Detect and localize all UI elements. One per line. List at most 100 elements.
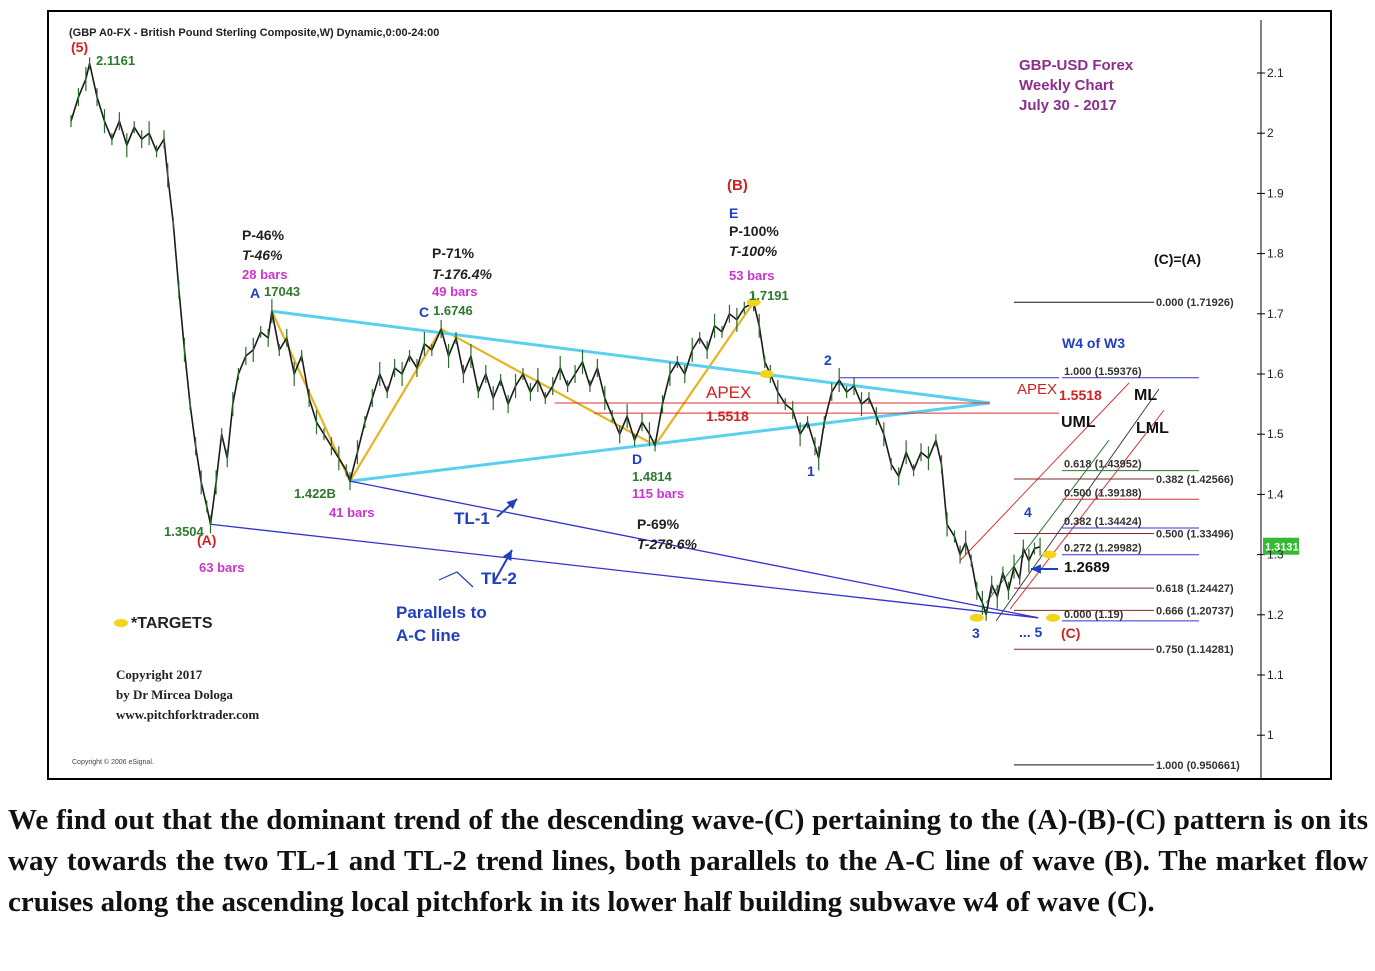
chart-title: GBP-USD Forex: [1019, 57, 1134, 74]
wave-5-sub-label: ... 5: [1019, 624, 1043, 640]
point-c-label: C: [419, 304, 429, 320]
caption-text: We find out that the dominant trend of t…: [8, 804, 1368, 918]
uml-label: UML: [1061, 414, 1096, 431]
fib-right-label: 1.000 (0.950661): [1156, 760, 1240, 772]
point-d-label: D: [632, 451, 642, 467]
parallels-label-2: A-C line: [396, 626, 460, 645]
tl2-label: TL-2: [481, 569, 517, 588]
c-stat-bars: 49 bars: [432, 284, 478, 299]
fib-right-label: 0.000 (1.71926): [1156, 297, 1234, 309]
c-stat-p: P-71%: [432, 245, 475, 261]
point-e-price: 1.7191: [749, 288, 789, 303]
point-b-label: 1.422B: [294, 486, 336, 501]
tl1-arrow-head: [506, 499, 517, 510]
y-tick-label: 1.9: [1267, 186, 1284, 200]
wave-b-label: (B): [727, 177, 748, 194]
y-tick-label: 1.2: [1267, 608, 1284, 622]
esignal-copyright: Copyright © 2006 eSignal.: [72, 758, 154, 766]
apex-right-price: 1.5518: [1059, 387, 1102, 403]
y-tick-label: 1.3: [1267, 548, 1284, 562]
point-d-price: 1.4814: [632, 469, 673, 484]
y-tick-label: 1.7: [1267, 307, 1284, 321]
apex-right-label: APEX: [1017, 381, 1057, 398]
fib-right-label: 0.750 (1.14281): [1156, 644, 1234, 656]
current-price-box: [1263, 537, 1299, 555]
arrow-price: 1.2689: [1064, 559, 1110, 576]
fib-right-label: 0.382 (1.42566): [1156, 474, 1234, 486]
p69-label: P-69%: [637, 516, 680, 532]
fib-right-label: 0.618 (1.24427): [1156, 583, 1234, 595]
e-stat-t: T-100%: [729, 243, 778, 259]
copyright-line: www.pitchforktrader.com: [116, 707, 259, 722]
target-marker: [1046, 613, 1061, 622]
tl1-label: TL-1: [454, 509, 490, 528]
apex-price: 1.5518: [706, 408, 749, 424]
price-arrow-head: [1031, 564, 1041, 574]
wave-5-price: 2.1161: [96, 53, 135, 68]
c-eq-a-label: (C)=(A): [1154, 251, 1201, 267]
line-3: [349, 480, 1039, 619]
point-a-label: A: [250, 285, 260, 301]
point-d-bars: 115 bars: [632, 486, 684, 501]
wave-1-label: 1: [807, 463, 815, 479]
pitchfork-median-line: [995, 388, 1160, 622]
point-b-bars: 41 bars: [329, 505, 375, 520]
target-marker: [759, 370, 774, 378]
target-marker: [969, 613, 984, 622]
a-stat-bars: 28 bars: [242, 267, 288, 282]
wave-4-label: 4: [1024, 504, 1032, 520]
a-stat-p: P-46%: [242, 227, 285, 243]
e-stat-p: P-100%: [729, 223, 779, 239]
point-a-price: 17043: [264, 284, 300, 299]
ml-label: ML: [1134, 387, 1157, 404]
line-4: [210, 523, 1039, 619]
fib-left-label: 0.500 (1.39188): [1064, 487, 1142, 499]
apex-label: APEX: [706, 383, 751, 402]
wave-c-label: (C): [1061, 625, 1080, 641]
wave-a-bars: 63 bars: [199, 560, 245, 575]
lml-label: LML: [1136, 420, 1169, 437]
fib-right-label: 0.666 (1.20737): [1156, 605, 1234, 617]
a-stat-t: T-46%: [242, 247, 283, 263]
chart-title: July 30 - 2017: [1019, 97, 1117, 114]
fib-left-label: 0.000 (1.19): [1064, 609, 1124, 621]
copyright-line: by Dr Mircea Dologa: [116, 687, 233, 702]
price-chart: 1.000 (1.59376) 0.618 (1.43952) 0.500 (1.3…: [69, 20, 1299, 780]
pitchfork-inner-line: [985, 439, 1110, 604]
point-c-price: 1.6746: [433, 303, 473, 318]
wave-3-label: 3: [972, 625, 980, 641]
fib-right-label: 0.500 (1.33496): [1156, 529, 1234, 541]
fib-left-label: 0.382 (1.34424): [1064, 516, 1142, 528]
e-stat-bars: 53 bars: [729, 268, 775, 283]
target-marker: [746, 298, 761, 307]
fib-left-label: 0.618 (1.43952): [1064, 459, 1142, 471]
wave-5-label: (5): [71, 39, 88, 55]
y-tick-label: 1.5: [1267, 427, 1284, 441]
y-tick-label: 2: [1267, 126, 1274, 140]
point-e-label: E: [729, 205, 738, 221]
pitchfork-upper-line: [959, 382, 1130, 561]
chart-header: (GBP A0-FX - British Pound Sterling Comp…: [69, 27, 439, 39]
y-tick-label: 1.6: [1267, 367, 1284, 381]
tl2-arrow-head: [502, 550, 512, 561]
y-tick-label: 2.1: [1267, 66, 1284, 80]
fib-left-label: 1.000 (1.59376): [1064, 366, 1142, 378]
p69-t-label: T-278.6%: [637, 536, 697, 552]
line-1: [271, 309, 991, 405]
fib-left-label: 0.272 (1.29982): [1064, 543, 1142, 555]
wave-2-label: 2: [824, 352, 832, 368]
y-tick-label: 1.1: [1267, 668, 1284, 682]
y-tick-label: 1.8: [1267, 247, 1284, 261]
target-marker: [1042, 550, 1057, 559]
current-price-label: 1.3131: [1265, 542, 1299, 554]
legend-target-marker: [114, 619, 128, 627]
parallels-label: Parallels to: [396, 603, 487, 622]
parallels-pointer: [438, 571, 474, 588]
chart-title: Weekly Chart: [1019, 77, 1114, 94]
y-tick-label: 1: [1267, 728, 1274, 742]
wave-a-price: 1.3504: [164, 524, 205, 539]
copyright-line: Copyright 2017: [116, 667, 203, 682]
w4w3-label: W4 of W3: [1062, 335, 1125, 351]
targets-legend: *TARGETS: [131, 615, 213, 632]
c-stat-t: T-176.4%: [432, 266, 492, 282]
